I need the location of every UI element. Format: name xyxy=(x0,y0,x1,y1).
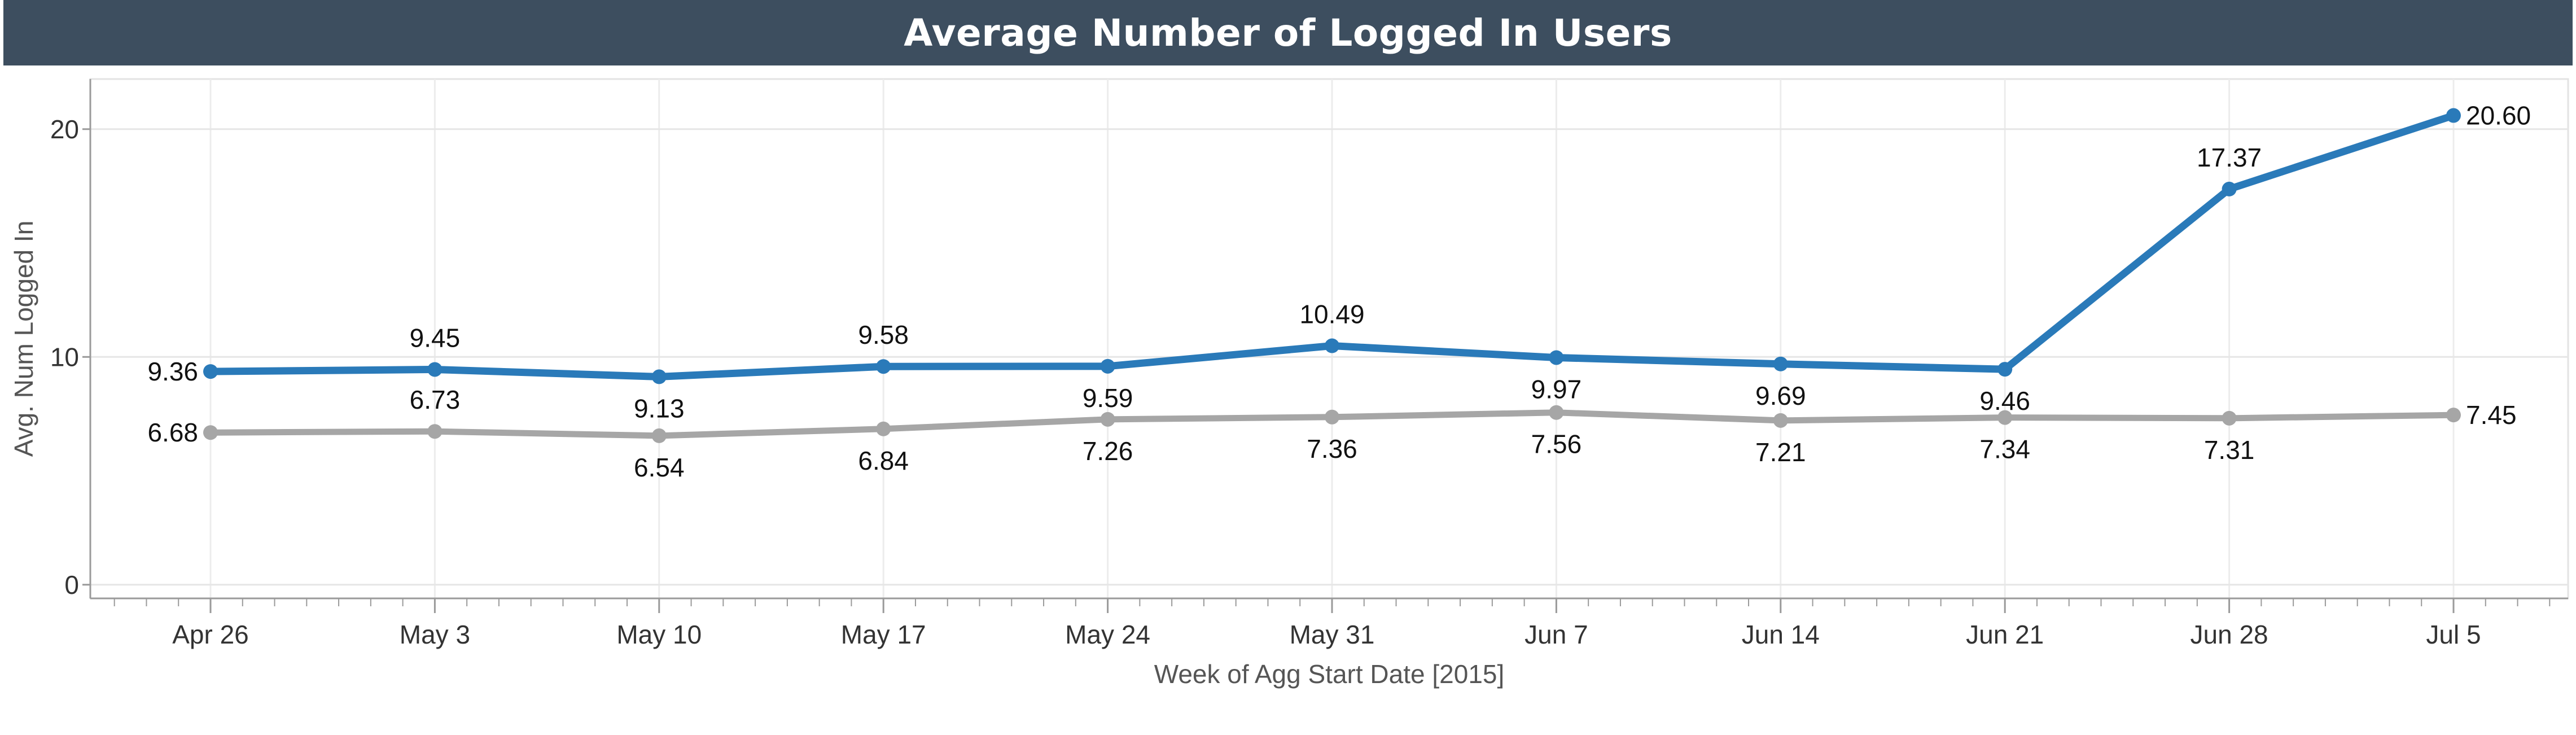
data-label: 6.68 xyxy=(147,418,198,447)
x-tick-label: May 24 xyxy=(1065,620,1150,649)
data-point xyxy=(203,364,218,379)
x-tick-label: Jun 21 xyxy=(1966,620,2044,649)
x-tick-label: Jun 28 xyxy=(2191,620,2268,649)
data-point xyxy=(1325,409,1339,425)
data-point xyxy=(2446,408,2461,423)
data-point xyxy=(1997,362,2013,377)
data-label: 9.59 xyxy=(1083,383,1133,413)
y-tick-label: 0 xyxy=(64,570,79,600)
y-tick-label: 10 xyxy=(50,342,79,371)
x-tick-label: May 10 xyxy=(616,620,702,649)
data-point xyxy=(2446,108,2461,123)
data-point xyxy=(1997,410,2013,425)
data-label: 7.56 xyxy=(1531,430,1582,459)
data-label: 7.45 xyxy=(2466,400,2517,430)
x-tick-label: Apr 26 xyxy=(172,620,249,649)
data-label: 10.49 xyxy=(1299,300,1364,329)
data-point xyxy=(1100,358,1115,374)
data-label: 7.36 xyxy=(1307,434,1357,463)
x-tick-label: Jun 7 xyxy=(1524,620,1588,649)
x-tick-label: May 3 xyxy=(400,620,470,649)
data-label: 7.26 xyxy=(1083,436,1133,466)
x-tick-label: Jun 14 xyxy=(1742,620,1820,649)
data-label: 6.73 xyxy=(410,385,461,414)
data-label: 9.97 xyxy=(1531,374,1582,404)
data-point xyxy=(651,369,667,384)
x-tick-label: May 31 xyxy=(1290,620,1375,649)
x-tick-label: May 17 xyxy=(841,620,926,649)
data-label: 6.54 xyxy=(634,453,685,482)
data-point xyxy=(427,424,443,439)
chart-title: Average Number of Logged In Users xyxy=(904,11,1672,55)
line-chart: 0 10 20 Apr 26 May 3 May 10 May 17 May 24 May 31… xyxy=(9,78,2569,689)
data-label: 9.13 xyxy=(634,393,685,423)
data-point xyxy=(876,421,891,436)
data-label: 9.45 xyxy=(410,323,461,352)
data-point xyxy=(2222,410,2237,426)
data-label: 9.36 xyxy=(147,357,198,386)
data-label: 7.21 xyxy=(1755,438,1806,467)
data-point xyxy=(1100,412,1115,427)
data-label: 9.46 xyxy=(1979,386,2030,415)
x-axis-title: Week of Agg Start Date [2015] xyxy=(1154,659,1505,689)
data-point xyxy=(1773,356,1788,371)
chart-title-bar: Average Number of Logged In Users xyxy=(3,0,2573,65)
data-point xyxy=(2222,181,2237,196)
data-label: 7.31 xyxy=(2204,435,2255,465)
data-point xyxy=(1549,405,1564,420)
data-label: 6.84 xyxy=(858,446,909,475)
data-point xyxy=(876,359,891,374)
data-label: 7.34 xyxy=(1979,435,2030,464)
data-label: 17.37 xyxy=(2197,143,2262,172)
x-tick-label: Jul 5 xyxy=(2426,620,2481,649)
y-tick-label: 20 xyxy=(50,115,79,144)
y-axis-title: Avg. Num Logged In xyxy=(9,221,38,457)
data-point xyxy=(651,428,667,443)
data-point xyxy=(1773,413,1788,428)
data-label: 9.58 xyxy=(858,320,909,349)
data-point xyxy=(1549,350,1564,365)
data-point xyxy=(427,362,443,377)
data-label: 20.60 xyxy=(2466,101,2531,130)
data-point xyxy=(203,425,218,440)
data-point xyxy=(1325,338,1339,353)
data-label: 9.69 xyxy=(1755,381,1806,410)
